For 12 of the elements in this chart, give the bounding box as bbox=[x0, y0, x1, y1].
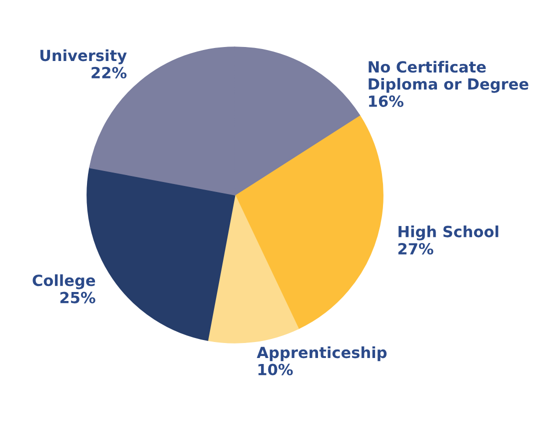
data-label: 25% bbox=[60, 292, 96, 304]
slice-label: College bbox=[32, 274, 96, 290]
slice-label: No Certificate Diploma or Degree bbox=[368, 60, 528, 93]
slice-label: University bbox=[40, 49, 127, 64]
pie-slice bbox=[234, 114, 384, 330]
slice-label: Apprenticeship bbox=[256, 346, 387, 362]
data-label: 10% bbox=[258, 364, 293, 376]
data-label: 27% bbox=[398, 242, 434, 255]
slice-label: High School bbox=[398, 226, 498, 240]
pie-slice bbox=[207, 194, 299, 344]
data-label: 16% bbox=[369, 95, 404, 107]
data-label: 22% bbox=[92, 66, 127, 78]
